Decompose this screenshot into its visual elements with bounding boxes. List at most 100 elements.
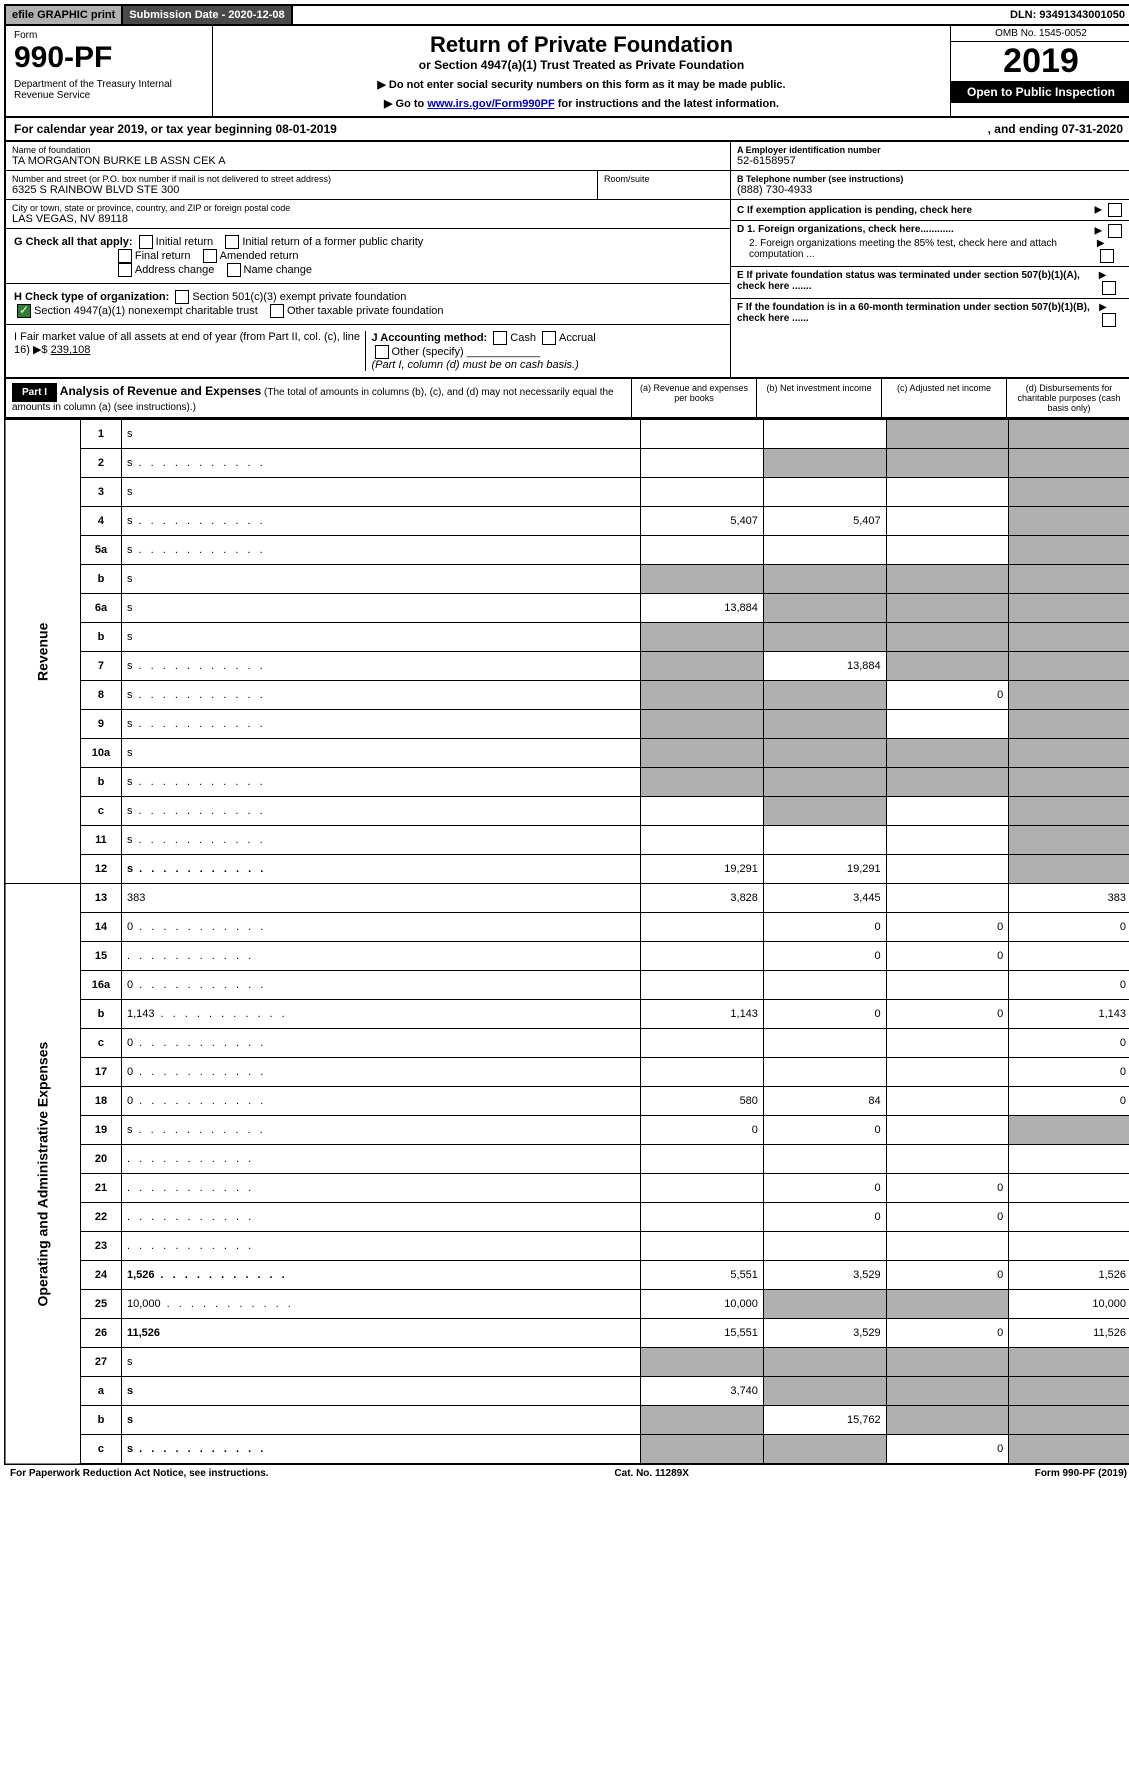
checkbox-other-acct[interactable]: [375, 345, 389, 359]
value-cell: 0: [886, 1435, 1009, 1465]
line-description: s: [121, 855, 640, 884]
f-cell: F If the foundation is in a 60-month ter…: [731, 299, 1129, 330]
value-cell: 1,143: [641, 1000, 764, 1029]
section-h: H Check type of organization: Section 50…: [6, 284, 730, 325]
checkbox-other-tax[interactable]: [270, 304, 284, 318]
checkbox-d1[interactable]: [1108, 224, 1122, 238]
footer: For Paperwork Reduction Act Notice, see …: [4, 1465, 1129, 1482]
value-cell: [763, 768, 886, 797]
checkbox-name[interactable]: [227, 263, 241, 277]
value-cell: [886, 1145, 1009, 1174]
line-number: 7: [81, 652, 122, 681]
line-number: 3: [81, 478, 122, 507]
line-number: b: [81, 1000, 122, 1029]
cal-right: , and ending 07-31-2020: [988, 122, 1123, 136]
expenses-section-label: Operating and Administrative Expenses: [5, 884, 81, 1465]
line-description: s: [121, 710, 640, 739]
checkbox-4947[interactable]: [17, 304, 31, 318]
checkbox-final[interactable]: [118, 249, 132, 263]
checkbox-amended[interactable]: [203, 249, 217, 263]
phone-cell: B Telephone number (see instructions) (8…: [731, 171, 1129, 200]
value-cell: [641, 768, 764, 797]
checkbox-e[interactable]: [1102, 281, 1116, 295]
line-description: [121, 1145, 640, 1174]
value-cell: 3,445: [763, 884, 886, 913]
value-cell: [641, 826, 764, 855]
line-number: 17: [81, 1058, 122, 1087]
value-cell: [641, 1145, 764, 1174]
value-cell: [641, 420, 764, 449]
value-cell: [641, 478, 764, 507]
value-cell: [763, 1377, 886, 1406]
table-row: 2611,52615,5513,529011,526: [5, 1319, 1129, 1348]
table-row: 1700: [5, 1058, 1129, 1087]
value-cell: [641, 797, 764, 826]
value-cell: [1009, 652, 1129, 681]
d-cell: D 1. Foreign organizations, check here..…: [731, 221, 1129, 267]
checkbox-accrual[interactable]: [542, 331, 556, 345]
line-description: s: [121, 536, 640, 565]
open-public-badge: Open to Public Inspection: [951, 81, 1129, 103]
value-cell: [763, 710, 886, 739]
checkbox-initial[interactable]: [139, 235, 153, 249]
value-cell: 13,884: [763, 652, 886, 681]
value-cell: [1009, 565, 1129, 594]
checkbox-501c3[interactable]: [175, 290, 189, 304]
value-cell: [1009, 826, 1129, 855]
line-description: s: [121, 478, 640, 507]
table-row: 180580840: [5, 1087, 1129, 1116]
checkbox-c[interactable]: [1108, 203, 1122, 217]
line-number: 6a: [81, 594, 122, 623]
ein-cell: A Employer identification number 52-6158…: [731, 142, 1129, 171]
efile-button[interactable]: efile GRAPHIC print: [6, 6, 123, 24]
checkbox-f[interactable]: [1102, 313, 1116, 327]
checkbox-former[interactable]: [225, 235, 239, 249]
line-number: b: [81, 768, 122, 797]
value-cell: 0: [886, 1000, 1009, 1029]
line-description: s: [121, 594, 640, 623]
header-right: OMB No. 1545-0052 2019 Open to Public In…: [950, 26, 1129, 116]
line-description: s: [121, 1348, 640, 1377]
value-cell: [763, 449, 886, 478]
table-row: Revenue1s: [5, 420, 1129, 449]
value-cell: [886, 507, 1009, 536]
value-cell: 19,291: [763, 855, 886, 884]
value-cell: [763, 1145, 886, 1174]
value-cell: [886, 478, 1009, 507]
value-cell: [763, 1435, 886, 1465]
section-ij: I Fair market value of all assets at end…: [6, 325, 730, 377]
checkbox-address[interactable]: [118, 263, 132, 277]
checkbox-d2[interactable]: [1100, 249, 1114, 263]
revenue-section-label: Revenue: [5, 420, 81, 884]
value-cell: 5,551: [641, 1261, 764, 1290]
table-row: bs: [5, 623, 1129, 652]
value-cell: [763, 681, 886, 710]
value-cell: [641, 449, 764, 478]
form-link[interactable]: www.irs.gov/Form990PF: [427, 98, 554, 110]
line-description: s: [121, 623, 640, 652]
value-cell: [641, 942, 764, 971]
value-cell: [1009, 768, 1129, 797]
info-left: Name of foundation TA MORGANTON BURKE LB…: [6, 142, 730, 377]
dept-label: Department of the Treasury Internal Reve…: [14, 79, 204, 101]
table-row: 19s00: [5, 1116, 1129, 1145]
line-description: s: [121, 652, 640, 681]
table-row: as3,740: [5, 1377, 1129, 1406]
value-cell: [641, 913, 764, 942]
footer-mid: Cat. No. 11289X: [614, 1468, 688, 1479]
table-row: 2200: [5, 1203, 1129, 1232]
line-description: 10,000: [121, 1290, 640, 1319]
table-row: 11s: [5, 826, 1129, 855]
value-cell: [1009, 942, 1129, 971]
section-i: I Fair market value of all assets at end…: [14, 331, 365, 371]
value-cell: [763, 623, 886, 652]
value-cell: [641, 623, 764, 652]
value-cell: [763, 739, 886, 768]
checkbox-cash[interactable]: [493, 331, 507, 345]
value-cell: [886, 1348, 1009, 1377]
table-row: 23: [5, 1232, 1129, 1261]
value-cell: 580: [641, 1087, 764, 1116]
value-cell: 0: [1009, 1058, 1129, 1087]
value-cell: 0: [763, 1116, 886, 1145]
value-cell: 0: [763, 1203, 886, 1232]
